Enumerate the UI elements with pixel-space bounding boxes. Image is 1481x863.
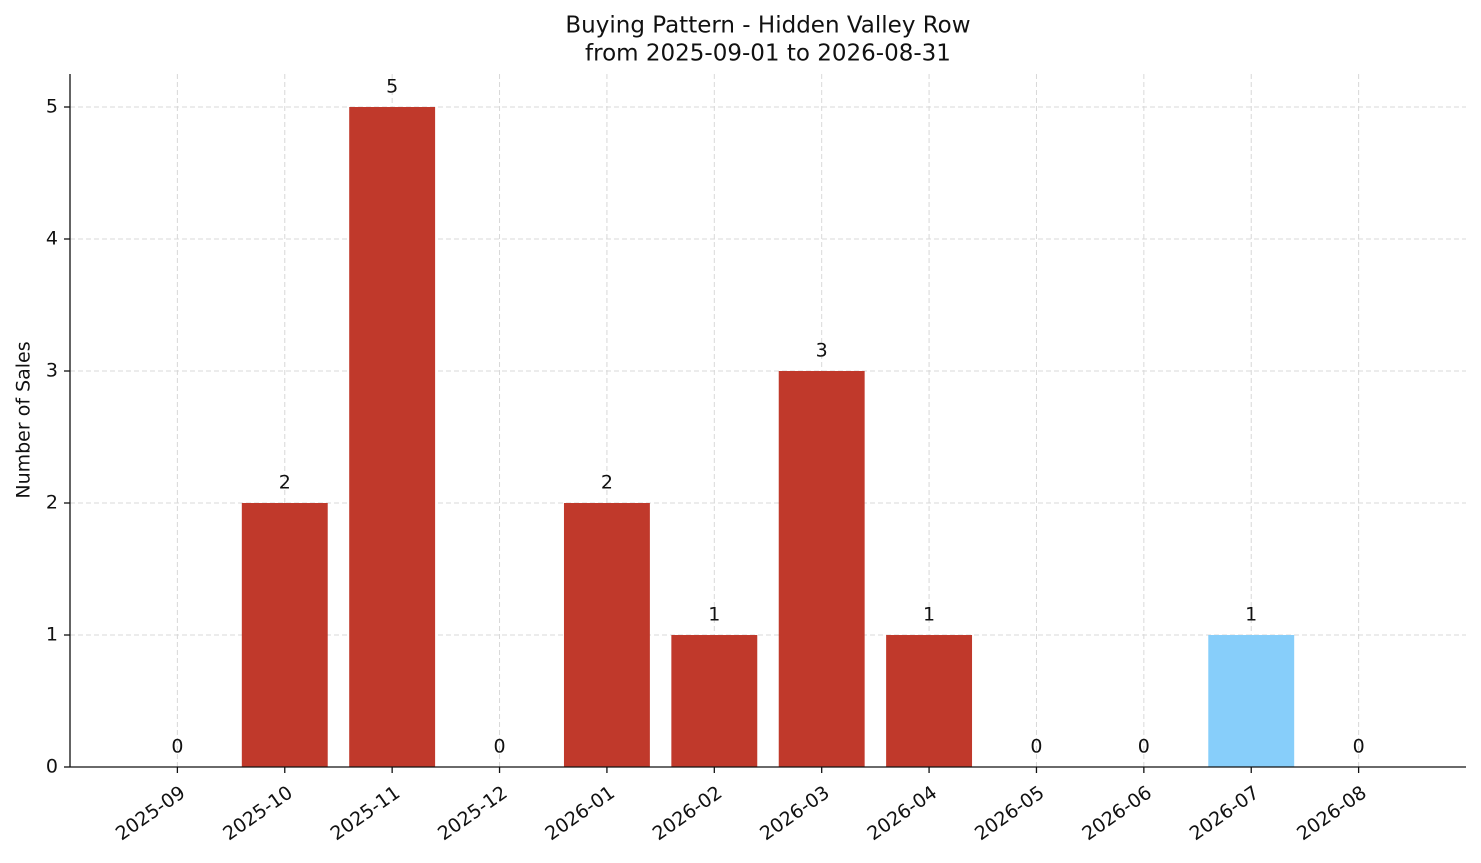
y-tick-label: 5: [46, 96, 58, 118]
y-tick-label: 2: [46, 492, 58, 514]
bar: [671, 635, 758, 767]
x-tick-label: 2026-07: [1186, 782, 1264, 846]
chart-subtitle: from 2025-09-01 to 2026-08-31: [585, 41, 951, 67]
x-tick-label: 2026-06: [1078, 782, 1156, 846]
bar: [886, 635, 973, 767]
x-tick-label: 2025-12: [434, 782, 512, 846]
value-label: 0: [171, 736, 183, 758]
x-tick-label: 2026-03: [756, 782, 834, 846]
value-label: 2: [279, 472, 291, 494]
x-tick-label: 2026-02: [649, 782, 727, 846]
value-label: 0: [493, 736, 505, 758]
value-label: 0: [1030, 736, 1042, 758]
x-tick-label: 2025-09: [112, 782, 190, 846]
x-tick-label: 2025-11: [327, 782, 405, 846]
value-label: 2: [601, 472, 613, 494]
value-label: 0: [1353, 736, 1365, 758]
value-label: 0: [1138, 736, 1150, 758]
x-tick-label: 2026-05: [971, 782, 1049, 846]
bar: [563, 503, 650, 767]
value-label: 1: [1245, 604, 1257, 626]
value-label: 1: [708, 604, 720, 626]
x-tick-label: 2026-01: [541, 782, 619, 846]
y-tick-label: 3: [46, 360, 58, 382]
value-label: 5: [386, 76, 398, 98]
bar: [1208, 635, 1295, 767]
bar: [349, 107, 436, 767]
y-tick-label: 4: [46, 228, 58, 250]
y-axis-label: Number of Sales: [13, 341, 35, 498]
x-tick-label: 2025-10: [219, 782, 297, 846]
x-tick-label: 2026-04: [863, 782, 941, 846]
chart-title: Buying Pattern - Hidden Valley Row: [565, 13, 970, 39]
y-tick-label: 1: [46, 624, 58, 646]
value-label: 1: [923, 604, 935, 626]
x-tick-label: 2026-08: [1293, 782, 1371, 846]
bar: [778, 371, 865, 767]
bar: [241, 503, 328, 767]
y-tick-label: 0: [46, 756, 58, 778]
value-label: 3: [816, 340, 828, 362]
